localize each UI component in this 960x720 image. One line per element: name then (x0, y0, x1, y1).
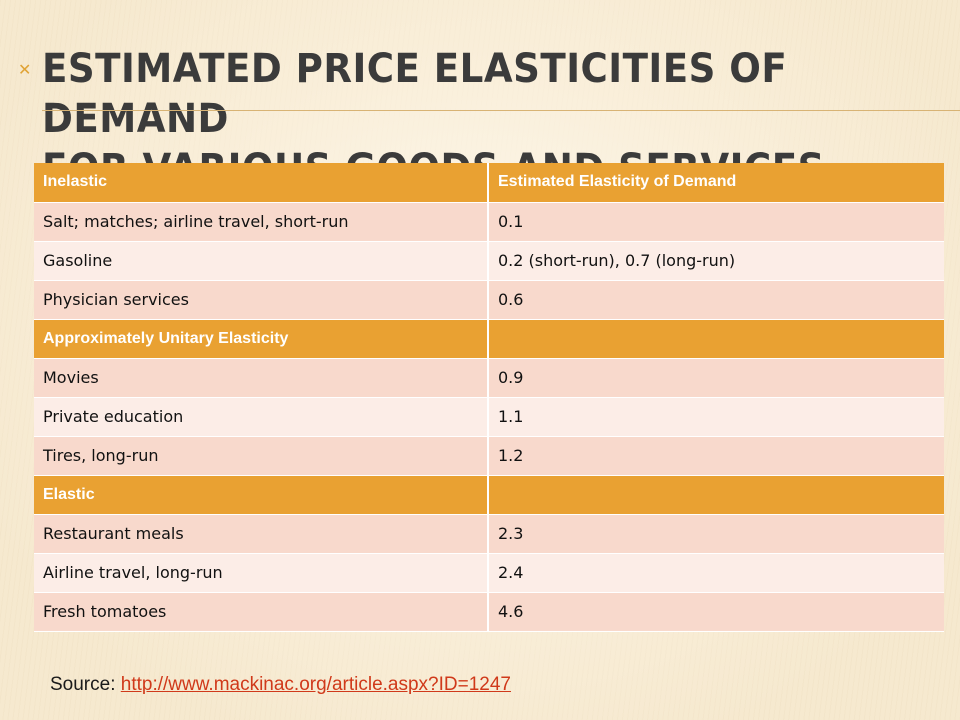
good-cell: Movies (34, 358, 489, 398)
slide-title-line-1: Estimated Price Elasticities of Demand (42, 46, 788, 142)
elasticity-cell: 1.1 (488, 397, 944, 437)
table-row: Salt; matches; airline travel, short-run… (34, 202, 944, 242)
elasticity-cell: 0.6 (488, 280, 944, 320)
source-prefix: Source: (50, 674, 121, 695)
table-row: Airline travel, long-run 2.4 (34, 553, 944, 593)
good-cell: Gasoline (34, 241, 489, 281)
section-label-cell: Inelastic (34, 163, 489, 203)
table-row: Tires, long-run 1.2 (34, 436, 944, 476)
title-divider (42, 110, 960, 111)
good-cell: Salt; matches; airline travel, short-run (34, 202, 489, 242)
good-cell: Physician services (34, 280, 489, 320)
elasticity-cell: 0.1 (488, 202, 944, 242)
source-citation: Source: http://www.mackinac.org/article.… (50, 674, 511, 696)
section-value-cell (488, 319, 944, 359)
table-row: Restaurant meals 2.3 (34, 514, 944, 554)
table-section-header: Approximately Unitary Elasticity (34, 319, 944, 359)
table-row: Fresh tomatoes 4.6 (34, 592, 944, 632)
table-section-header: Inelastic Estimated Elasticity of Demand (34, 163, 944, 203)
good-cell: Fresh tomatoes (34, 592, 489, 632)
elasticity-table-container: Inelastic Estimated Elasticity of Demand S… (34, 163, 944, 632)
good-cell: Private education (34, 397, 489, 437)
good-cell: Tires, long-run (34, 436, 489, 476)
elasticity-cell: 4.6 (488, 592, 944, 632)
elasticity-table: Inelastic Estimated Elasticity of Demand S… (34, 163, 944, 632)
x-bullet-icon: ✕ (18, 60, 32, 79)
section-label-cell: Approximately Unitary Elasticity (34, 319, 489, 359)
elasticity-cell: 0.2 (short-run), 0.7 (long-run) (488, 241, 944, 281)
table-section-header: Elastic (34, 475, 944, 515)
table-row: Private education 1.1 (34, 397, 944, 437)
source-link[interactable]: http://www.mackinac.org/article.aspx?ID=… (120, 674, 511, 695)
elasticity-cell: 2.4 (488, 553, 944, 593)
elasticity-table-body: Inelastic Estimated Elasticity of Demand S… (34, 163, 944, 632)
elasticity-cell: 0.9 (488, 358, 944, 398)
table-row: Movies 0.9 (34, 358, 944, 398)
good-cell: Airline travel, long-run (34, 553, 489, 593)
good-cell: Restaurant meals (34, 514, 489, 554)
table-row: Gasoline 0.2 (short-run), 0.7 (long-run) (34, 241, 944, 281)
elasticity-cell: 1.2 (488, 436, 944, 476)
section-label-cell: Elastic (34, 475, 489, 515)
section-value-cell (488, 475, 944, 515)
section-value-cell: Estimated Elasticity of Demand (488, 163, 944, 203)
elasticity-cell: 2.3 (488, 514, 944, 554)
table-row: Physician services 0.6 (34, 280, 944, 320)
